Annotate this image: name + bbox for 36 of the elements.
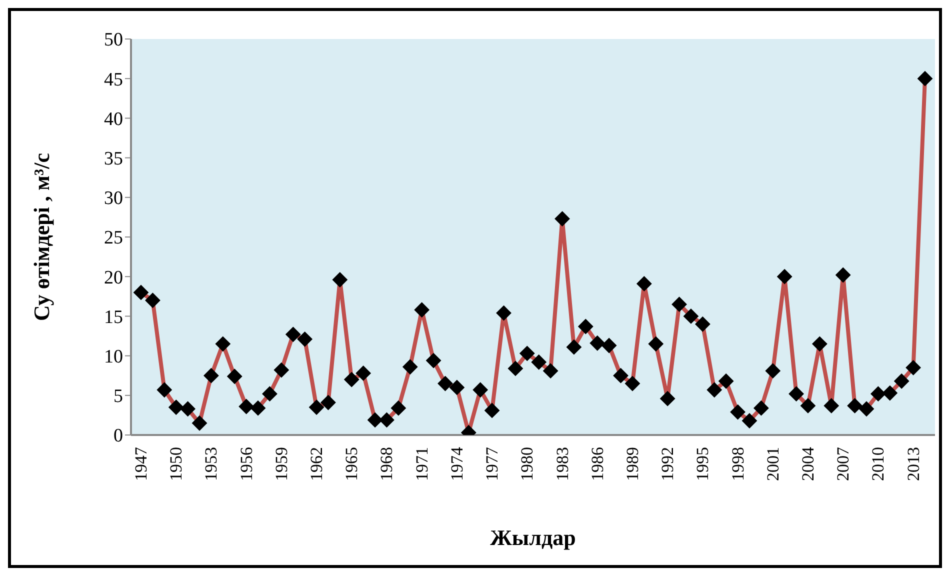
x-axis-title: Жылдар: [490, 525, 576, 550]
x-tick-label: 2013: [904, 447, 923, 481]
x-tick-label: 1971: [412, 447, 432, 481]
y-tick-label: 35: [104, 148, 123, 170]
x-tick-label: 1998: [728, 447, 748, 481]
x-tick-label: 1995: [693, 447, 712, 481]
x-tick-label: 1965: [342, 447, 362, 481]
x-tick-label: 1962: [307, 447, 326, 481]
y-tick-label: 50: [104, 30, 123, 51]
x-tick-label: 1992: [658, 447, 678, 481]
y-tick-label: 40: [104, 108, 123, 130]
x-tick-label: 2004: [798, 446, 818, 481]
y-axis-title: Су өтімдері , м³/с: [28, 152, 54, 321]
x-tick-label: 1983: [552, 447, 572, 481]
y-tick-label: 10: [104, 346, 123, 368]
x-tick-label: 1968: [377, 447, 396, 481]
x-tick-label: 1959: [272, 447, 291, 481]
x-tick-label: 1947: [132, 446, 150, 481]
x-tick-label: 1989: [622, 447, 642, 481]
x-tick-label: 1986: [588, 447, 607, 481]
x-tick-label: 1953: [202, 447, 221, 481]
y-tick-label: 20: [104, 267, 123, 288]
y-tick-label: 30: [104, 188, 123, 210]
x-tick-label: 2007: [834, 446, 853, 481]
y-tick-label: 0: [114, 426, 123, 447]
x-tick-label: 1974: [447, 446, 466, 481]
x-tick-label: 2010: [868, 447, 888, 481]
x-tick-label: 1950: [166, 447, 186, 481]
y-tick-label: 15: [104, 306, 123, 328]
x-tick-label: 1956: [236, 447, 256, 481]
y-tick-label: 45: [104, 69, 123, 90]
x-tick-label: 1980: [518, 447, 537, 481]
y-tick-label: 25: [104, 228, 123, 249]
x-tick-label: 2001: [763, 447, 782, 481]
y-tick-label: 5: [114, 386, 123, 408]
x-tick-label: 1977: [482, 446, 502, 481]
